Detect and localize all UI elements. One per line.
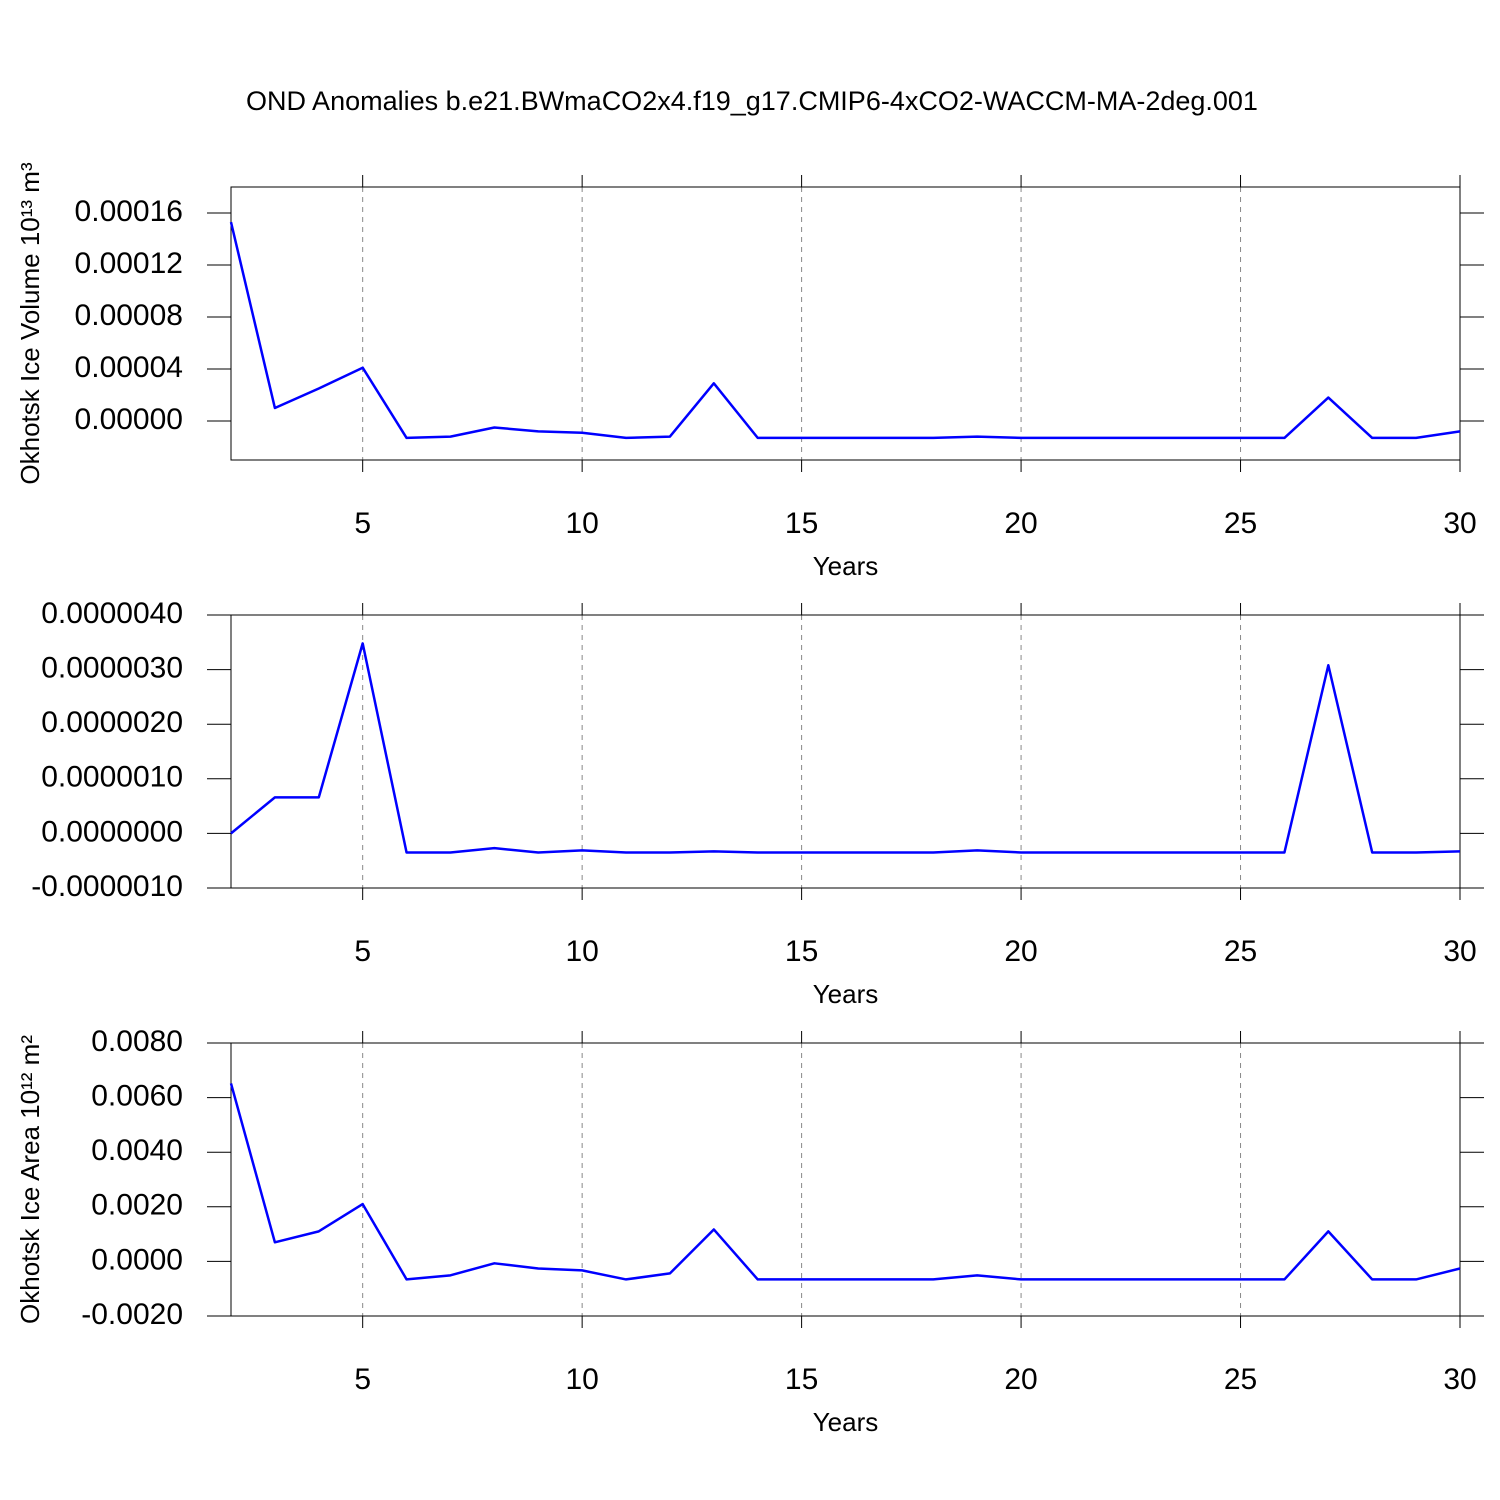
x-tick-label: 15: [785, 935, 818, 968]
y-tick-label: 0.00016: [75, 195, 183, 228]
y-tick-label: -0.0000010: [31, 870, 183, 903]
x-axis-label: Years: [813, 979, 879, 1009]
chart-title: OND Anomalies b.e21.BWmaCO2x4.f19_g17.CM…: [246, 86, 1258, 116]
x-tick-label: 25: [1224, 507, 1257, 540]
y-tick-label: 0.0080: [91, 1025, 183, 1058]
y-tick-label: 0.0000: [91, 1243, 183, 1276]
y-axis-label: Okhotsk Ice Area 10¹² m²: [15, 1035, 45, 1324]
y-axis-label: Okhotsk Ice Volume 10¹³ m³: [15, 162, 45, 485]
x-tick-label: 30: [1443, 507, 1476, 540]
data-line: [230, 642, 1461, 854]
x-tick-label: 20: [1004, 1363, 1037, 1396]
y-tick-label: 0.0000020: [41, 706, 183, 739]
x-tick-label: 25: [1224, 1363, 1257, 1396]
x-tick-label: 20: [1004, 507, 1037, 540]
y-tick-label: 0.0060: [91, 1080, 183, 1113]
y-tick-label: 0.00008: [75, 299, 183, 332]
x-tick-label: 25: [1224, 935, 1257, 968]
y-tick-label: 0.0000000: [41, 815, 183, 848]
y-tick-label: 0.0000010: [41, 761, 183, 794]
y-tick-label: 0.0000030: [41, 652, 183, 685]
x-axis-label: Years: [813, 1407, 879, 1437]
plot-frame: [230, 1042, 1461, 1317]
x-tick-label: 5: [354, 1363, 371, 1396]
y-tick-label: 0.00012: [75, 247, 183, 280]
x-tick-label: 10: [565, 1363, 598, 1396]
plot-frame: [230, 186, 1461, 461]
y-tick-label: 0.00004: [75, 351, 183, 384]
y-tick-label: 0.0000040: [41, 597, 183, 630]
plot-frame: [230, 614, 1461, 889]
y-tick-label: 0.00000: [75, 403, 183, 436]
x-tick-label: 20: [1004, 935, 1037, 968]
x-tick-label: 5: [354, 507, 371, 540]
x-axis-label: Years: [813, 551, 879, 581]
x-tick-label: 30: [1443, 935, 1476, 968]
y-tick-label: 0.0020: [91, 1189, 183, 1222]
data-line: [229, 1083, 1461, 1281]
x-tick-label: 15: [785, 507, 818, 540]
x-tick-label: 5: [354, 935, 371, 968]
y-tick-label: -0.0020: [81, 1298, 183, 1331]
x-tick-label: 15: [785, 1363, 818, 1396]
data-line: [229, 221, 1461, 440]
y-tick-label: 0.0040: [91, 1134, 183, 1167]
x-tick-label: 10: [565, 935, 598, 968]
x-tick-label: 30: [1443, 1363, 1476, 1396]
x-tick-label: 10: [565, 507, 598, 540]
